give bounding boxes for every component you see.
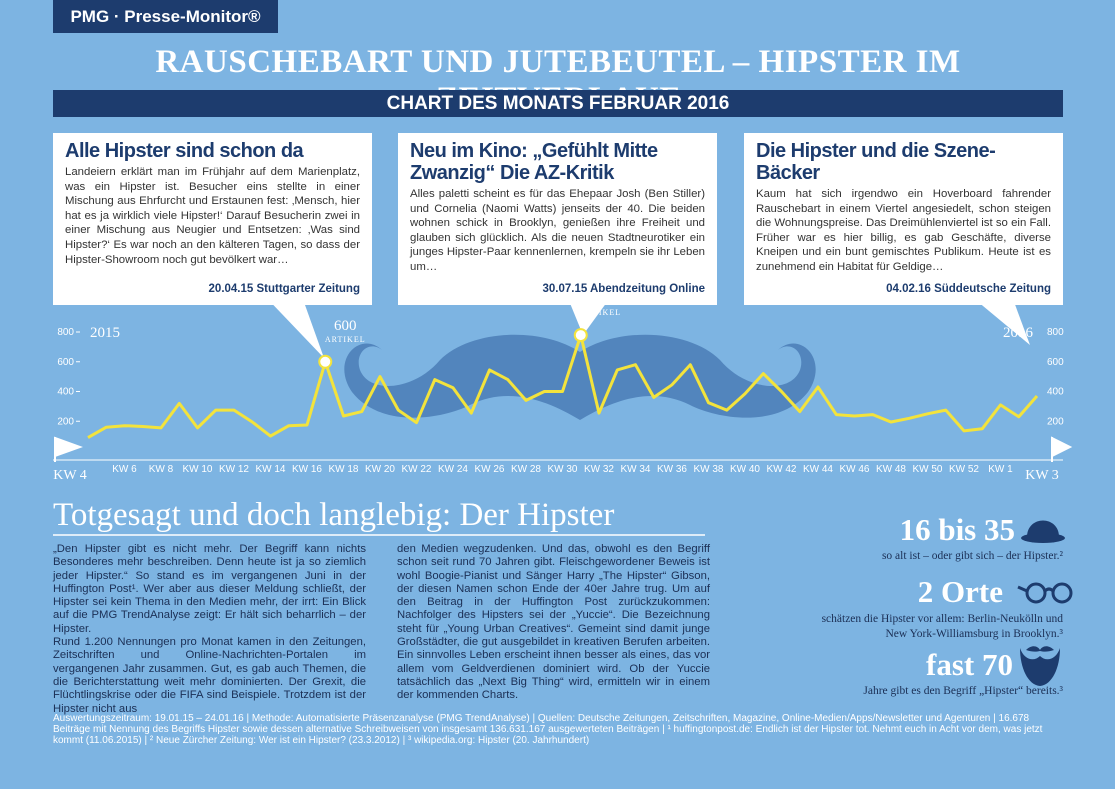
end-flag xyxy=(1051,436,1073,462)
x-tick-label: KW 42 xyxy=(766,464,796,475)
callout-pointer xyxy=(260,291,324,358)
callout: Die Hipster und die Szene-Bäcker Kaum ha… xyxy=(744,133,1063,305)
x-tick-label: KW 28 xyxy=(511,464,541,475)
x-tick-label: KW 12 xyxy=(219,464,249,475)
x-tick-label: KW 26 xyxy=(474,464,504,475)
callout: Neu im Kino: „Gefühlt Mitte Zwanzig“ Die… xyxy=(398,133,717,305)
x-tick-label: KW 1 xyxy=(988,464,1013,475)
callout-text: Alles paletti scheint es für das Ehepaar… xyxy=(410,188,705,273)
fact-text: schätzen die Hipster vor allem: Berlin-N… xyxy=(821,613,1063,640)
peak-marker xyxy=(318,354,333,369)
article-column: „Den Hipster gibt es nicht mehr. Der Beg… xyxy=(53,543,366,716)
callout-title: Die Hipster und die Szene-Bäcker xyxy=(756,140,996,184)
x-tick-label: KW 22 xyxy=(401,464,431,475)
paragraph: den Medien wegzudenken. Und das, obwohl … xyxy=(397,543,710,702)
start-year: 2015 xyxy=(90,325,120,341)
paragraph: „Den Hipster gibt es nicht mehr. Der Beg… xyxy=(53,543,366,635)
x-tick-label: KW 50 xyxy=(912,464,942,475)
x-tick-label: KW 36 xyxy=(657,464,687,475)
x-tick-label: KW 10 xyxy=(182,464,212,475)
x-tick-label: KW 14 xyxy=(255,464,285,475)
end-year: 2016 xyxy=(1003,325,1034,341)
article-title: Totgesagt und doch langlebig: Der Hipste… xyxy=(53,497,615,533)
x-tick-label: KW 52 xyxy=(949,464,979,475)
fact-text: so alt ist – oder gibt sich – der Hipste… xyxy=(881,550,1063,562)
x-tick-label: KW 16 xyxy=(292,464,322,475)
data-label-unit: ARTIKEL xyxy=(325,335,366,344)
footer: Auswertungszeitraum: 19.01.15 – 24.01.16… xyxy=(53,713,1043,746)
mustache-decoration xyxy=(344,334,816,420)
callout: Alle Hipster sind schon da Landeiern erk… xyxy=(53,133,372,305)
y-tick-label: 800 xyxy=(57,327,74,338)
x-tick-label: KW 46 xyxy=(839,464,869,475)
subtitle-banner: CHART DES MONATS FEBRUAR 2016 xyxy=(53,90,1063,117)
x-tick-label: KW 8 xyxy=(149,464,174,475)
callout-source: 20.04.15 Stuttgarter Zeitung xyxy=(208,283,360,295)
callout-source: 30.07.15 Abendzeitung Online xyxy=(542,283,705,295)
y-tick-label: 400 xyxy=(1047,387,1064,398)
x-tick-label: KW 4 xyxy=(53,468,87,483)
y-tick-label: 200 xyxy=(57,416,74,427)
callout-source: 04.02.16 Süddeutsche Zeitung xyxy=(886,283,1051,295)
data-label: 600 xyxy=(334,318,357,334)
x-tick-label: KW 44 xyxy=(803,464,833,475)
x-tick-label: KW 24 xyxy=(438,464,468,475)
y-tick-label: 200 xyxy=(1047,416,1064,427)
hat-icon xyxy=(1021,520,1065,543)
x-tick-label: KW 40 xyxy=(730,464,760,475)
callout-text: Landeiern erklärt man im Frühjahr auf de… xyxy=(65,166,360,266)
callout-title: Neu im Kino: „Gefühlt Mitte Zwanzig“ Die… xyxy=(410,140,658,184)
y-tick-label: 600 xyxy=(57,357,74,368)
glasses-icon xyxy=(1017,582,1073,604)
x-tick-label: KW 3 xyxy=(1025,468,1059,483)
y-tick-label: 800 xyxy=(1047,327,1064,338)
x-tick-label: KW 48 xyxy=(876,464,906,475)
x-tick-label: KW 18 xyxy=(328,464,358,475)
paragraph: Rund 1.200 Nennungen pro Monat kamen in … xyxy=(53,636,366,715)
data-line xyxy=(87,333,1039,439)
x-tick-label: KW 6 xyxy=(112,464,137,475)
article-column: den Medien wegzudenken. Und das, obwohl … xyxy=(397,543,710,703)
y-tick-label: 400 xyxy=(57,387,74,398)
fact-figure: 16 bis 35 xyxy=(899,512,1015,547)
data-label-unit: ARTIKEL xyxy=(580,308,621,317)
fact-figure: 2 Orte xyxy=(917,574,1003,609)
callout-text: Kaum hat sich irgendwo ein Hoverboard fa… xyxy=(756,188,1051,273)
x-tick-label: KW 20 xyxy=(365,464,395,475)
y-tick-label: 600 xyxy=(1047,357,1064,368)
x-tick-label: KW 34 xyxy=(620,464,650,475)
start-flag xyxy=(54,436,83,462)
fact-text: Jahre gibt es den Begriff „Hipster“ bere… xyxy=(863,685,1063,697)
x-tick-label: KW 30 xyxy=(547,464,577,475)
x-tick-label: KW 38 xyxy=(693,464,723,475)
callout-title: Alle Hipster sind schon da xyxy=(65,140,304,162)
fact-figure: fast 70 xyxy=(926,647,1013,682)
logo: PMG · Presse-Monitor® xyxy=(53,0,278,33)
x-tick-label: KW 32 xyxy=(584,464,614,475)
peak-marker xyxy=(573,328,588,343)
beard-icon xyxy=(1020,646,1060,686)
